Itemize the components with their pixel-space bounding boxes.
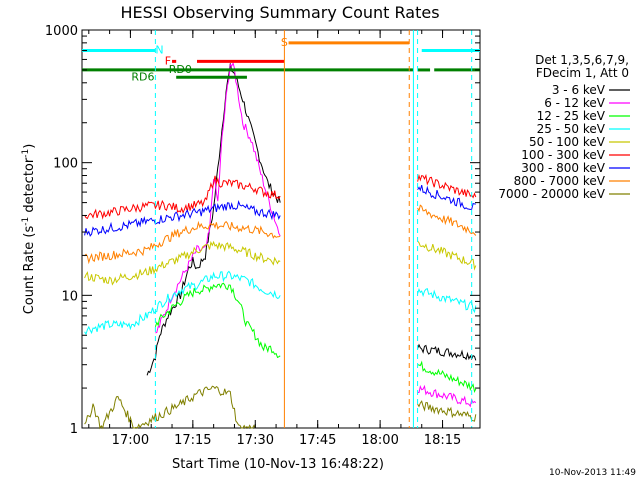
x-tick-label-18-15: 18:15 — [424, 433, 461, 448]
plot-frame — [81, 29, 481, 429]
flag-label-n: N — [155, 44, 163, 57]
y-label-part1: Count Rate (s — [22, 226, 37, 315]
series-300-800-kev-segment2 — [417, 184, 476, 211]
flag-label-f: F — [165, 54, 171, 67]
y-label-sup2: -1 — [21, 149, 31, 158]
footer-timestamp: 10-Nov-2013 11:49 — [549, 468, 636, 478]
y-tick-label-1: 1 — [70, 422, 78, 437]
legend-label-25-50-kev: 25 - 50 keV — [537, 122, 606, 136]
y-tick-label-10: 10 — [61, 289, 78, 304]
x-axis: 17:00 17:15 17:30 17:45 18:00 18:15 — [88, 30, 464, 448]
y-axis: 1 10 100 1000 — [45, 24, 480, 437]
y-tick-label-1000: 1000 — [45, 24, 78, 39]
x-tick-label-18-00: 18:00 — [361, 433, 398, 448]
x-axis-label: Start Time (10-Nov-13 16:48:22) — [172, 457, 384, 472]
legend: Det 1,3,5,6,7,9, FDecim 1, Att 0 3 - 6 k… — [498, 53, 630, 201]
series-800-7000-kev-segment2 — [417, 204, 477, 236]
legend-label-50-100-kev: 50 - 100 keV — [529, 135, 606, 149]
series-25-50-kev-segment2 — [417, 288, 477, 314]
flag-label-rd0: RD0 — [169, 63, 192, 76]
series-50-100-kev — [84, 240, 281, 286]
flag-bars: NSFRD0RD6 — [82, 36, 480, 83]
series-6-12-kev-segment2 — [417, 384, 477, 408]
series-25-50-kev — [84, 270, 281, 336]
legend-header-line1: Det 1,3,5,6,7,9, — [535, 53, 629, 67]
legend-label-6-12-kev: 6 - 12 keV — [544, 96, 606, 110]
series-3-6-kev — [146, 63, 281, 376]
series-6-12-kev — [155, 61, 281, 334]
vertical-markers — [154, 30, 473, 428]
series-7000-20000-kev-segment2 — [417, 400, 477, 422]
series-300-800-kev — [84, 200, 281, 237]
legend-label-3-6-kev: 3 - 6 keV — [552, 83, 606, 97]
flag-label-rd6: RD6 — [131, 70, 154, 83]
series-800-7000-kev — [84, 220, 281, 265]
legend-label-12-25-kev: 12 - 25 keV — [537, 109, 606, 123]
series-12-25-kev-segment2 — [417, 360, 477, 393]
legend-label-800-7000-kev: 800 - 7000 keV — [514, 174, 606, 188]
series-100-300-kev — [84, 175, 281, 220]
legend-label-100-300-kev: 100 - 300 keV — [521, 148, 605, 162]
series-50-100-kev-segment2 — [417, 240, 477, 271]
x-tick-label-17-00: 17:00 — [112, 433, 149, 448]
y-label-part3: ) — [22, 144, 37, 149]
legend-header-line2: FDecim 1, Att 0 — [536, 66, 629, 80]
y-tick-label-100: 100 — [53, 157, 78, 172]
y-axis-label: Count Rate (s-1 detector-1) — [21, 144, 37, 315]
legend-label-7000-20000-kev: 7000 - 20000 keV — [498, 187, 605, 201]
x-tick-label-17-30: 17:30 — [237, 433, 274, 448]
series-12-25-kev — [154, 282, 281, 359]
series-3-6-kev-segment2 — [417, 343, 477, 361]
y-label-sup1: -1 — [21, 217, 31, 226]
series-7000-20000-kev — [84, 385, 256, 430]
x-tick-label-17-15: 17:15 — [174, 433, 211, 448]
legend-label-300-800-kev: 300 - 800 keV — [521, 161, 605, 175]
series-traces — [84, 61, 477, 430]
series-100-300-kev-segment2 — [417, 173, 477, 199]
chart-title: HESSI Observing Summary Count Rates — [120, 3, 439, 22]
x-tick-label-17-45: 17:45 — [299, 433, 336, 448]
y-label-part2: detector — [22, 157, 37, 217]
